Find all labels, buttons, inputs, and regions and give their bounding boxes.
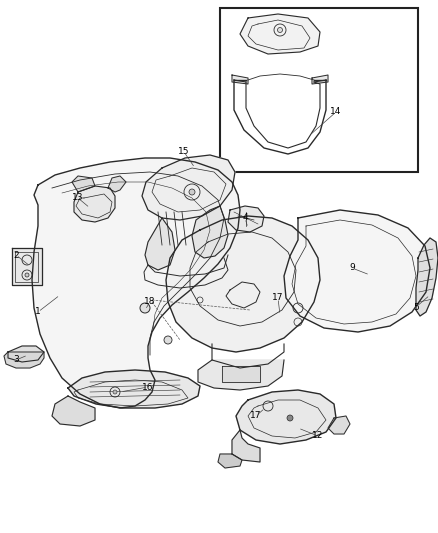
Circle shape: [140, 303, 150, 313]
Polygon shape: [72, 176, 95, 192]
Text: 18: 18: [144, 297, 156, 306]
Polygon shape: [236, 390, 336, 444]
Text: 15: 15: [178, 148, 190, 157]
Text: 17: 17: [250, 411, 262, 421]
Polygon shape: [12, 248, 42, 285]
Polygon shape: [416, 238, 438, 316]
Polygon shape: [192, 206, 228, 258]
Circle shape: [189, 189, 195, 195]
Circle shape: [287, 415, 293, 421]
Text: 5: 5: [413, 303, 419, 311]
Text: 17: 17: [272, 294, 284, 303]
Circle shape: [164, 336, 172, 344]
Polygon shape: [328, 416, 350, 434]
Text: 1: 1: [35, 308, 41, 317]
Polygon shape: [108, 176, 126, 192]
Polygon shape: [222, 366, 260, 382]
Text: 14: 14: [330, 108, 342, 117]
Polygon shape: [232, 75, 248, 84]
Text: 2: 2: [13, 251, 19, 260]
Polygon shape: [228, 206, 264, 232]
Polygon shape: [4, 352, 44, 368]
Polygon shape: [142, 155, 235, 220]
Circle shape: [25, 273, 29, 277]
Polygon shape: [198, 360, 284, 390]
Polygon shape: [284, 210, 430, 332]
Polygon shape: [145, 218, 175, 270]
Circle shape: [113, 390, 117, 394]
Polygon shape: [232, 430, 260, 462]
Polygon shape: [68, 370, 200, 408]
Text: 9: 9: [349, 263, 355, 272]
Polygon shape: [8, 346, 44, 362]
Text: 4: 4: [242, 214, 248, 222]
Text: 16: 16: [142, 383, 154, 392]
Polygon shape: [240, 14, 320, 54]
Polygon shape: [32, 158, 240, 408]
Circle shape: [278, 28, 283, 33]
Polygon shape: [166, 216, 320, 352]
Text: 3: 3: [13, 356, 19, 365]
Polygon shape: [52, 396, 95, 426]
Bar: [220, 8, 418, 172]
Text: 13: 13: [72, 193, 84, 203]
Text: 12: 12: [312, 432, 324, 440]
Polygon shape: [218, 454, 242, 468]
Polygon shape: [74, 186, 115, 222]
Polygon shape: [312, 75, 328, 84]
